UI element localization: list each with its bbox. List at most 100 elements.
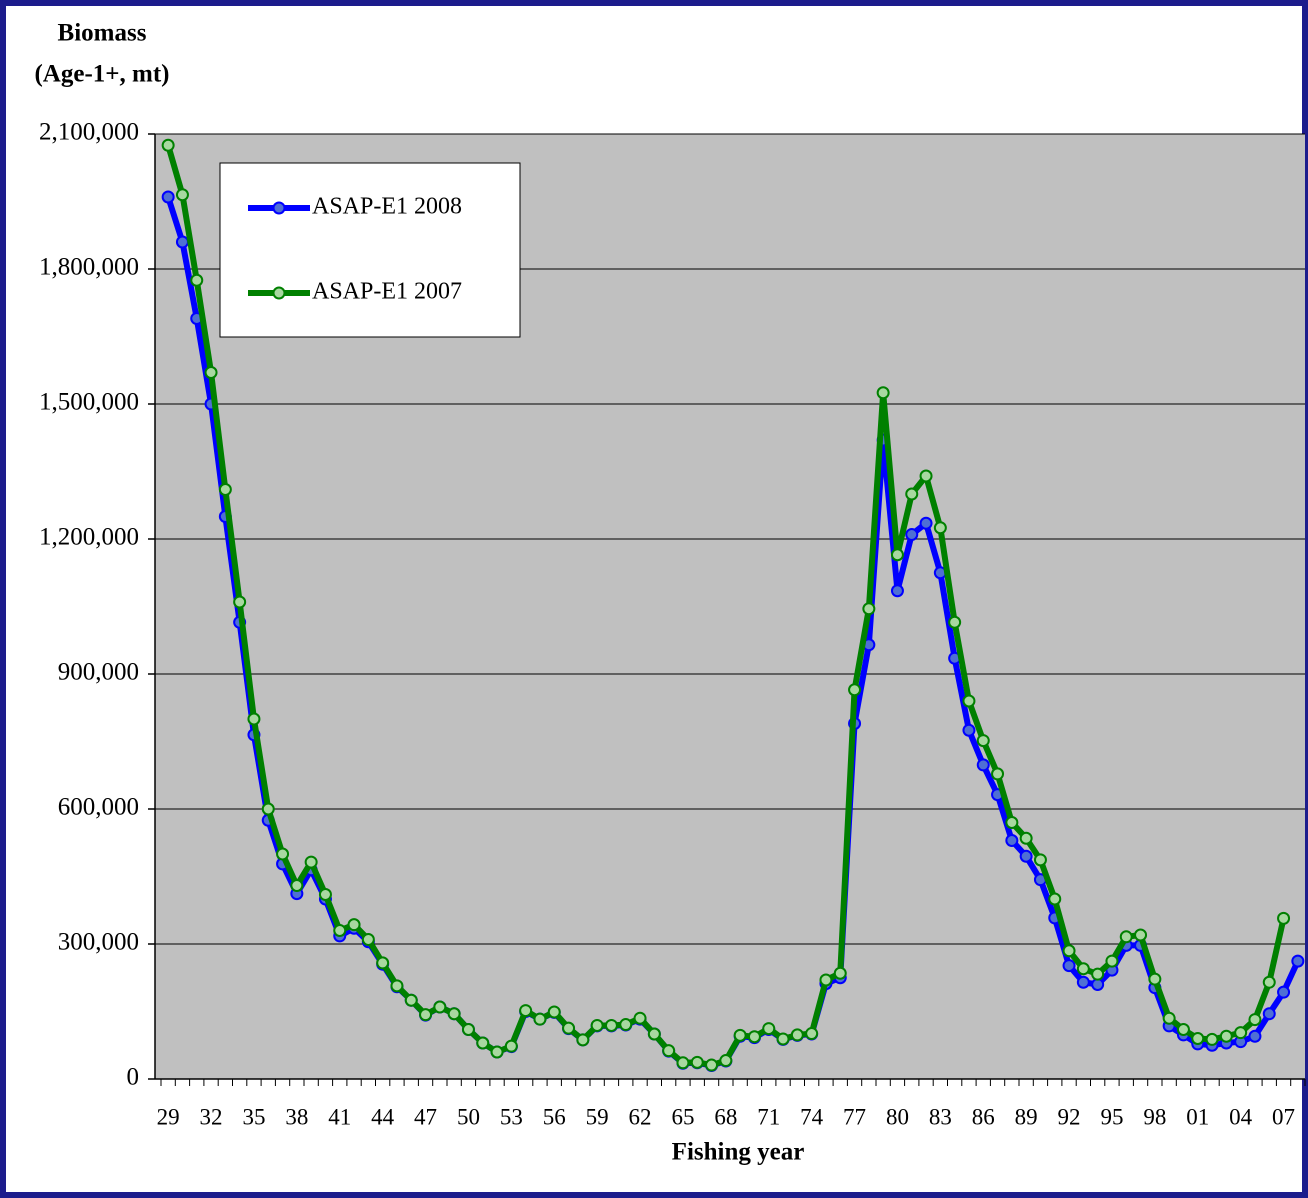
y-tick-label: 300,000 <box>58 929 139 956</box>
data-point <box>833 966 847 980</box>
legend-marker <box>272 286 286 300</box>
x-tick-label: 32 <box>200 1104 223 1129</box>
x-tick-label: 01 <box>1186 1104 1209 1129</box>
data-point <box>1091 967 1105 981</box>
data-point <box>1162 1011 1176 1025</box>
data-point <box>662 1044 676 1058</box>
data-point <box>705 1058 719 1072</box>
data-point <box>1262 1007 1276 1021</box>
x-tick-label: 35 <box>242 1104 265 1129</box>
data-point <box>261 802 275 816</box>
data-point <box>719 1054 733 1068</box>
data-point <box>919 469 933 483</box>
data-point <box>361 933 375 946</box>
data-point <box>676 1056 690 1070</box>
data-point <box>1205 1032 1219 1046</box>
data-point <box>1062 959 1076 973</box>
x-axis-title: Fishing year <box>672 1139 805 1166</box>
data-point <box>333 924 347 937</box>
data-point <box>948 615 962 629</box>
data-point <box>204 366 218 379</box>
data-point <box>933 521 947 535</box>
y-tick-label: 1,200,000 <box>39 524 139 551</box>
data-point <box>218 483 232 496</box>
data-point <box>919 516 933 530</box>
x-tick-label: 80 <box>886 1104 909 1129</box>
x-tick-label: 59 <box>586 1104 609 1129</box>
data-point <box>1248 1013 1262 1027</box>
x-tick-label: 83 <box>929 1104 952 1129</box>
x-tick-label: 68 <box>714 1104 737 1129</box>
data-point <box>790 1028 804 1042</box>
data-point <box>1119 930 1133 944</box>
data-point <box>533 1012 547 1026</box>
data-point <box>576 1033 590 1047</box>
data-point <box>1219 1029 1233 1043</box>
x-tick-label: 47 <box>414 1104 437 1129</box>
x-tick-label: 62 <box>629 1104 652 1129</box>
data-point <box>848 683 862 697</box>
data-point <box>862 602 876 616</box>
data-point <box>1005 816 1019 829</box>
data-point <box>161 138 175 152</box>
data-point <box>991 767 1005 781</box>
data-point <box>504 1039 518 1053</box>
data-point <box>1033 853 1047 867</box>
x-tick-label: 38 <box>285 1104 308 1129</box>
data-point <box>690 1055 704 1069</box>
data-point <box>976 734 990 748</box>
data-point <box>447 1007 461 1021</box>
y-tick-label: 1,500,000 <box>39 389 139 416</box>
data-point <box>1191 1032 1205 1045</box>
x-tick-label: 71 <box>757 1104 780 1129</box>
x-tick-label: 74 <box>800 1104 824 1129</box>
data-point <box>1148 972 1162 986</box>
data-point <box>776 1032 790 1046</box>
data-point <box>905 487 919 501</box>
x-tick-label: 95 <box>1100 1104 1123 1129</box>
data-point <box>890 584 904 598</box>
legend-label: ASAP-E1 2007 <box>312 279 462 305</box>
y-tick-label: 600,000 <box>58 794 139 821</box>
data-point <box>318 888 332 901</box>
x-tick-label: 44 <box>371 1104 395 1129</box>
data-point <box>190 273 204 287</box>
data-point <box>461 1023 475 1036</box>
data-point <box>175 188 189 202</box>
data-point <box>433 1000 447 1014</box>
data-point <box>619 1018 633 1032</box>
data-point <box>276 847 290 861</box>
x-tick-label: 29 <box>157 1104 180 1129</box>
data-point <box>733 1028 747 1042</box>
legend-box <box>219 162 521 338</box>
data-point <box>1005 834 1019 847</box>
data-point <box>390 979 404 993</box>
data-point <box>890 548 904 562</box>
data-point <box>905 528 919 541</box>
data-point <box>290 879 304 892</box>
data-point <box>347 918 361 932</box>
x-tick-label: 56 <box>543 1104 566 1129</box>
data-point <box>547 1005 561 1019</box>
x-tick-label: 89 <box>1015 1104 1038 1129</box>
data-point <box>404 993 418 1007</box>
x-tick-label: 92 <box>1058 1104 1081 1129</box>
data-point <box>419 1008 433 1022</box>
x-tick-label: 98 <box>1143 1104 1166 1129</box>
data-point <box>1277 911 1291 925</box>
data-point <box>519 1004 533 1018</box>
legend-marker <box>272 201 286 215</box>
data-point <box>1019 849 1033 863</box>
data-point <box>376 956 390 970</box>
data-point <box>1105 954 1119 968</box>
data-point <box>1234 1026 1248 1040</box>
data-point <box>1291 954 1305 968</box>
data-point <box>647 1027 661 1041</box>
data-point <box>633 1011 647 1025</box>
data-point <box>233 595 247 609</box>
data-point <box>1277 985 1291 999</box>
y-tick-label: 1,800,000 <box>39 254 139 281</box>
data-point <box>976 758 990 772</box>
data-point <box>762 1022 776 1036</box>
